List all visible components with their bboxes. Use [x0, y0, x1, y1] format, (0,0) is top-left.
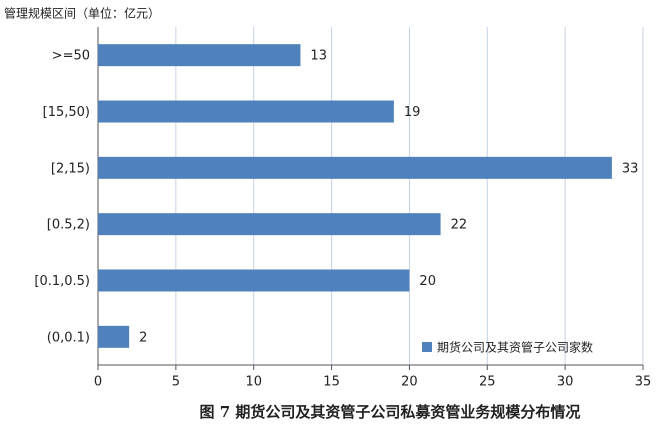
- bar: [98, 325, 130, 348]
- x-tick-label: 5: [172, 375, 180, 390]
- bar: [98, 269, 410, 292]
- x-tick-label: 30: [557, 375, 574, 390]
- data-label: 33: [622, 161, 639, 176]
- legend-label: 期货公司及其资管子公司家数: [437, 340, 593, 355]
- y-tick-label: [0.5,2): [47, 218, 90, 233]
- chart-title: 图 7 期货公司及其资管子公司私募资管业务规模分布情况: [200, 403, 581, 421]
- bar: [98, 100, 394, 123]
- bar: [98, 44, 301, 67]
- data-label: 2: [139, 330, 147, 345]
- x-tick-label: 15: [323, 375, 340, 390]
- x-tick-label: 35: [635, 375, 652, 390]
- data-label: 19: [404, 105, 421, 120]
- y-tick-label: >=50: [52, 49, 90, 64]
- y-tick-label: [0.1,0.5): [34, 274, 90, 289]
- x-tick-label: 20: [401, 375, 418, 390]
- x-tick-label: 10: [245, 375, 262, 390]
- data-label: 22: [451, 218, 468, 233]
- data-label: 20: [419, 274, 436, 289]
- y-axis-label: 管理规模区间（单位：亿元）: [4, 6, 160, 21]
- y-tick-label: (0,0.1): [47, 330, 90, 345]
- data-label: 13: [310, 49, 327, 64]
- x-tick-label: 0: [94, 375, 102, 390]
- legend-swatch: [422, 342, 432, 352]
- x-tick-label: 25: [479, 375, 496, 390]
- y-tick-label: [15,50): [43, 105, 90, 120]
- bar: [98, 156, 612, 179]
- y-tick-label: [2,15): [51, 161, 90, 176]
- bar: [98, 213, 441, 236]
